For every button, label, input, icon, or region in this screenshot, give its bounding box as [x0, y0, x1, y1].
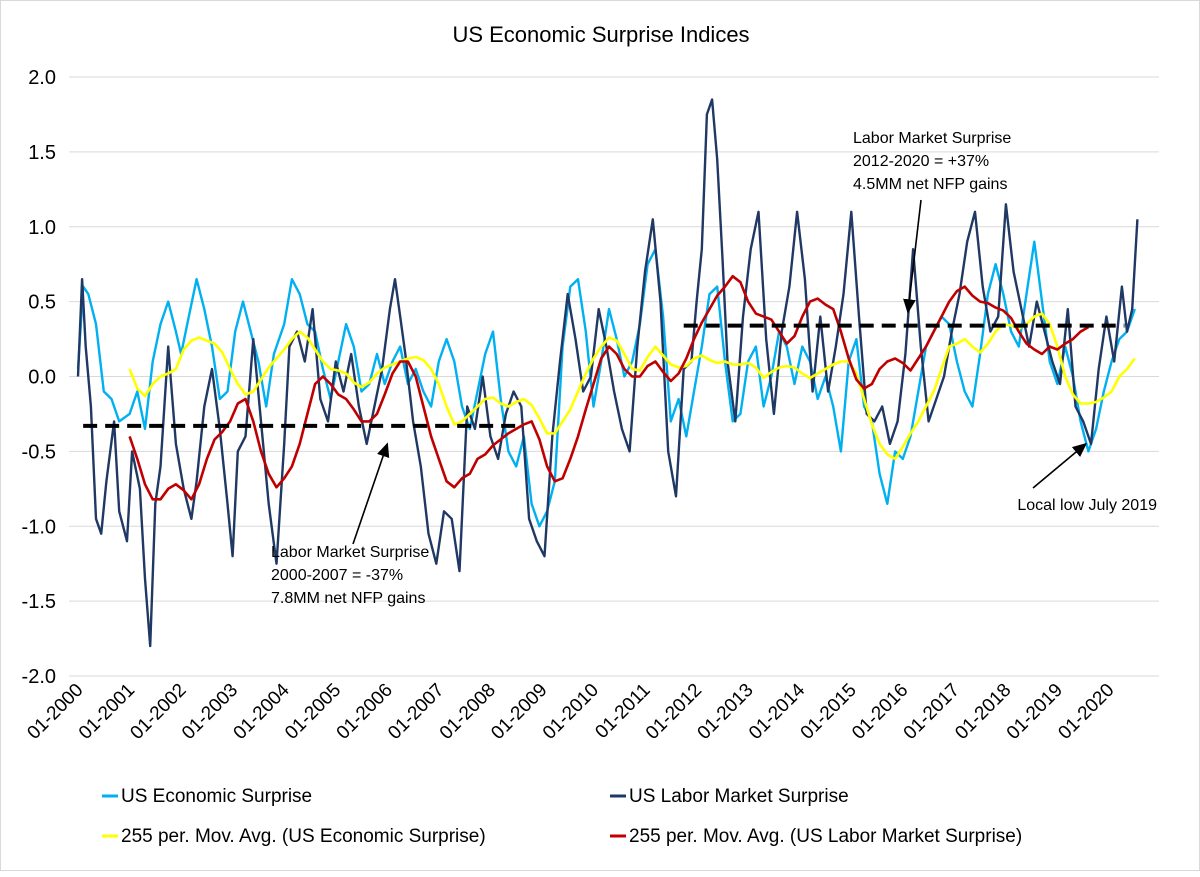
series-line-255-per-mov-avg-us-labor-market-surprise	[128, 274, 1090, 501]
x-tick-label: 01-2007	[384, 680, 448, 744]
x-tick-label: 01-2019	[1003, 680, 1067, 744]
annotation-text: 4.5MM net NFP gains	[853, 176, 1007, 193]
annotation-text: Local low July 2019	[1017, 497, 1157, 514]
reference-lines	[83, 323, 1125, 428]
chart-title: US Economic Surprise Indices	[452, 22, 749, 47]
y-tick-label: -2.0	[22, 666, 56, 688]
x-tick-label: 01-2004	[230, 679, 294, 743]
legend-label: US Labor Market Surprise	[629, 786, 849, 807]
y-tick-label: 1.0	[28, 217, 56, 239]
x-tick-label: 01-2000	[23, 680, 87, 744]
annotation-arrow	[1032, 442, 1088, 489]
x-tick-label: 01-2017	[900, 680, 964, 744]
y-tick-label: -1.0	[22, 516, 56, 538]
legend-label: US Economic Surprise	[121, 786, 312, 807]
legend-label: 255 per. Mov. Avg. (US Labor Market Surp…	[629, 826, 1022, 847]
y-tick-label: 0.0	[28, 367, 56, 389]
series-line-255-per-mov-avg-us-economic-surprise	[128, 312, 1136, 461]
x-tick-label: 01-2006	[333, 680, 397, 744]
series-line-us-labor-market-surprise	[76, 98, 1139, 648]
y-tick-label: -1.5	[22, 591, 56, 613]
x-tick-label: 01-2008	[436, 680, 500, 744]
annotation-text: 2012-2020 = +37%	[853, 153, 989, 170]
x-tick-label: 01-2015	[797, 680, 861, 744]
annotation-text: Labor Market Surprise	[853, 130, 1011, 147]
y-tick-label: 2.0	[28, 67, 56, 89]
y-tick-label: -0.5	[22, 441, 56, 463]
annotation-arrow	[352, 442, 390, 545]
annotation-text: Labor Market Surprise	[271, 544, 429, 561]
annotations: Labor Market Surprise 2000-2007 = -37% 7.8…	[271, 130, 1157, 607]
x-tick-label: 01-2001	[75, 680, 139, 744]
x-tick-label: 01-2002	[126, 680, 190, 744]
x-tick-label: 01-2012	[642, 680, 706, 744]
x-tick-label: 01-2010	[539, 680, 603, 744]
x-tick-label: 01-2018	[951, 680, 1015, 744]
x-tick-label: 01-2009	[487, 680, 551, 744]
x-tick-label: 01-2020	[1054, 680, 1118, 744]
x-tick-label: 01-2016	[848, 680, 912, 744]
x-tick-label: 01-2013	[694, 680, 758, 744]
y-tick-label: 1.5	[28, 142, 56, 164]
legend: US Economic Surprise US Labor Market Surp…	[102, 786, 1022, 847]
y-tick-label: 0.5	[28, 292, 56, 314]
annotation-arrow	[903, 199, 922, 314]
annotation-text: 7.8MM net NFP gains	[271, 590, 425, 607]
annotation-text: 2000-2007 = -37%	[271, 567, 403, 584]
series-group	[76, 98, 1139, 648]
x-tick-label: 01-2005	[281, 680, 345, 744]
x-axis-ticks: 01-200001-200101-200201-200301-200401-20…	[23, 679, 1118, 743]
x-tick-label: 01-2003	[178, 680, 242, 744]
x-tick-label: 01-2014	[745, 679, 809, 743]
legend-label: 255 per. Mov. Avg. (US Economic Surprise…	[121, 826, 486, 847]
y-axis-ticks: 2.0 1.5 1.0 0.5 0.0 -0.5 -1.0 -1.5 -2.0	[22, 67, 56, 688]
